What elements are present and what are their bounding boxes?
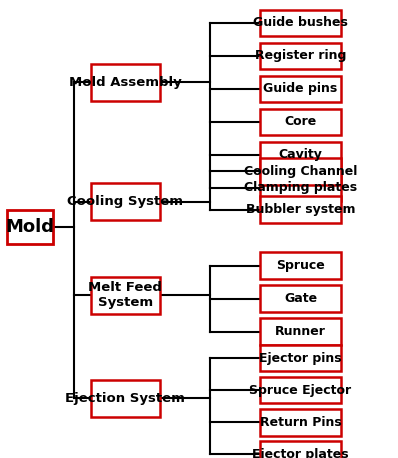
- Text: Cooling Channel: Cooling Channel: [244, 165, 357, 178]
- FancyBboxPatch shape: [259, 345, 341, 371]
- FancyBboxPatch shape: [259, 10, 341, 36]
- Text: Spruce: Spruce: [276, 259, 325, 272]
- Text: Guide pins: Guide pins: [263, 82, 338, 95]
- Text: Guide bushes: Guide bushes: [253, 16, 348, 29]
- Text: Spruce Ejector: Spruce Ejector: [250, 384, 351, 397]
- FancyBboxPatch shape: [91, 380, 160, 417]
- FancyBboxPatch shape: [91, 183, 160, 220]
- FancyBboxPatch shape: [91, 64, 160, 101]
- FancyBboxPatch shape: [259, 43, 341, 69]
- Text: Gate: Gate: [284, 292, 317, 305]
- Text: Mold: Mold: [5, 218, 55, 236]
- Text: Clamping plates: Clamping plates: [244, 181, 357, 194]
- FancyBboxPatch shape: [259, 377, 341, 403]
- FancyBboxPatch shape: [259, 318, 341, 345]
- Text: Register ring: Register ring: [255, 49, 346, 62]
- FancyBboxPatch shape: [259, 142, 341, 168]
- Text: Cooling System: Cooling System: [67, 195, 183, 208]
- FancyBboxPatch shape: [259, 409, 341, 436]
- FancyBboxPatch shape: [259, 76, 341, 102]
- FancyBboxPatch shape: [259, 285, 341, 312]
- FancyBboxPatch shape: [91, 277, 160, 314]
- Text: Cavity: Cavity: [279, 148, 322, 161]
- FancyBboxPatch shape: [7, 210, 53, 244]
- Text: Mold Assembly: Mold Assembly: [69, 76, 182, 89]
- FancyBboxPatch shape: [259, 174, 341, 201]
- Text: Melt Feed
System: Melt Feed System: [88, 281, 162, 310]
- Text: Core: Core: [284, 115, 317, 128]
- FancyBboxPatch shape: [259, 158, 341, 185]
- Text: Runner: Runner: [275, 325, 326, 338]
- FancyBboxPatch shape: [259, 196, 341, 223]
- FancyBboxPatch shape: [259, 252, 341, 279]
- Text: Ejector plates: Ejector plates: [252, 448, 349, 458]
- Text: Return Pins: Return Pins: [259, 416, 341, 429]
- Text: Bubbler system: Bubbler system: [246, 203, 355, 216]
- Text: Ejection System: Ejection System: [65, 392, 185, 405]
- FancyBboxPatch shape: [259, 109, 341, 135]
- Text: Ejector pins: Ejector pins: [259, 352, 342, 365]
- FancyBboxPatch shape: [259, 441, 341, 458]
